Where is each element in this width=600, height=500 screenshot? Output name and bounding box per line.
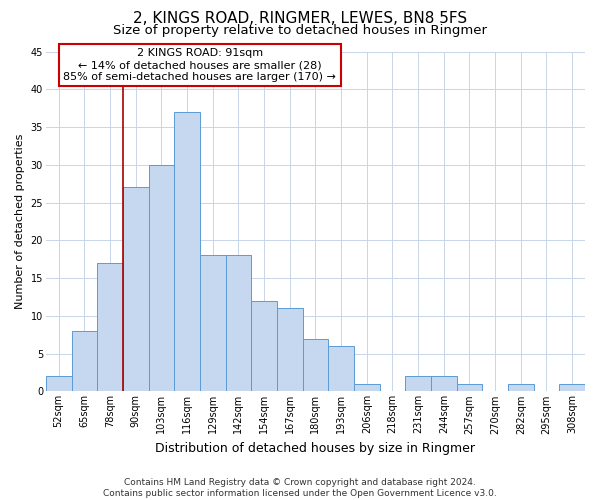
Text: 2 KINGS ROAD: 91sqm
← 14% of detached houses are smaller (28)
85% of semi-detach: 2 KINGS ROAD: 91sqm ← 14% of detached ho… (64, 48, 337, 82)
Bar (405, 376, 431, 392)
Bar (200, 256, 226, 392)
Bar (71, 331, 97, 392)
Text: Size of property relative to detached houses in Ringmer: Size of property relative to detached ho… (113, 24, 487, 37)
Y-axis label: Number of detached properties: Number of detached properties (15, 134, 25, 309)
Bar (123, 188, 149, 392)
X-axis label: Distribution of detached houses by size in Ringmer: Distribution of detached houses by size … (155, 442, 475, 455)
Bar (457, 384, 482, 392)
Bar (251, 301, 277, 392)
Bar (431, 376, 457, 392)
Bar (226, 256, 251, 392)
Bar (277, 308, 302, 392)
Bar (328, 346, 354, 392)
Bar (149, 165, 174, 392)
Text: Contains HM Land Registry data © Crown copyright and database right 2024.
Contai: Contains HM Land Registry data © Crown c… (103, 478, 497, 498)
Text: 2, KINGS ROAD, RINGMER, LEWES, BN8 5FS: 2, KINGS ROAD, RINGMER, LEWES, BN8 5FS (133, 11, 467, 26)
Bar (46, 376, 71, 392)
Bar (508, 384, 533, 392)
Bar (97, 263, 123, 392)
Bar (559, 384, 585, 392)
Bar (174, 112, 200, 392)
Bar (302, 338, 328, 392)
Bar (354, 384, 380, 392)
